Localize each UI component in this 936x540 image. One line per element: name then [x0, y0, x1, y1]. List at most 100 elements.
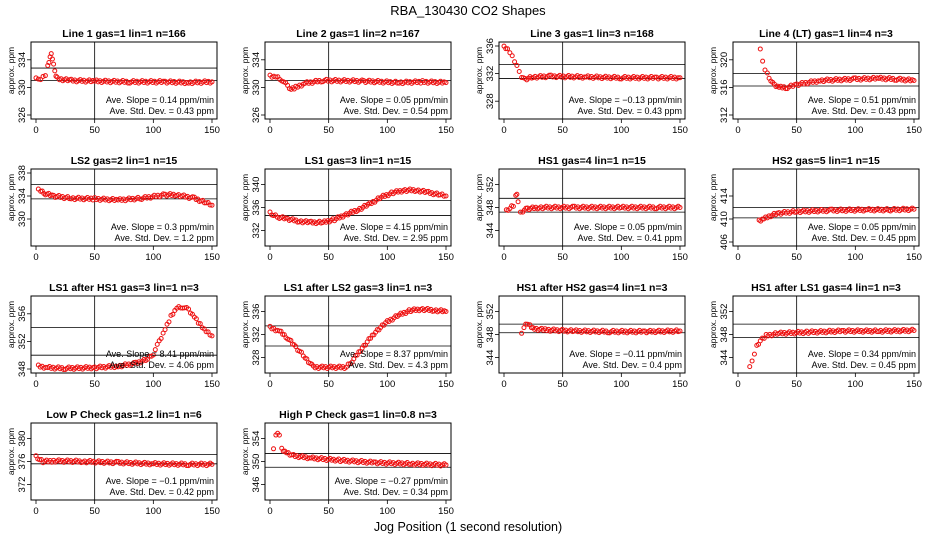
y-tick-label: 334	[251, 52, 262, 68]
data-point	[53, 73, 59, 79]
data-point	[209, 202, 215, 208]
x-tick-label: 50	[557, 252, 568, 263]
data-point	[760, 58, 766, 64]
y-tick-label: 332	[485, 66, 496, 82]
data-point	[517, 209, 523, 215]
y-tick-label: 350	[251, 454, 262, 470]
x-tick-label: 0	[735, 125, 740, 136]
slope-annotation: Ave. Slope = 0.05 ppm/min	[574, 222, 682, 232]
x-tick-label: 0	[735, 252, 740, 263]
y-tick-label: 352	[719, 304, 730, 320]
x-tick-label: 0	[501, 252, 506, 263]
data-series	[757, 46, 917, 92]
x-tick-label: 100	[847, 252, 863, 263]
x-tick-label: 50	[557, 125, 568, 136]
y-tick-label: 326	[17, 107, 28, 123]
stddev-annotation: Ave. Std. Dev. = 0.43 ppm	[812, 106, 916, 116]
chart-panel: Line 1 gas=1 lin=1 n=166 0 50 100 150 326 330 3…	[6, 28, 220, 136]
data-point	[513, 192, 519, 198]
x-tick-label: 100	[613, 379, 629, 390]
chart-panel: High P Check gas=1 lin=0.8 n=3 0 50 100 150 3…	[240, 409, 454, 517]
data-series	[33, 453, 215, 469]
x-axis-label: Jog Position (1 second resolution)	[374, 520, 562, 534]
x-tick-label: 50	[791, 252, 802, 263]
data-point	[150, 352, 156, 358]
x-tick-label: 150	[204, 506, 220, 517]
x-tick-label: 50	[89, 506, 100, 517]
x-tick-label: 50	[323, 506, 334, 517]
x-tick-label: 50	[89, 379, 100, 390]
chart-panel: Line 2 gas=1 lin=2 n=167 0 50 100 150 326 330 3…	[240, 28, 454, 136]
x-tick-label: 150	[438, 252, 454, 263]
data-point	[170, 311, 176, 317]
y-axis-label: approx. ppm	[708, 174, 718, 221]
y-tick-label: 330	[17, 79, 28, 95]
slope-annotation: Ave. Slope = 0.05 ppm/min	[340, 95, 448, 105]
data-point	[38, 77, 44, 83]
data-point	[40, 73, 46, 79]
data-point	[505, 46, 511, 52]
data-point	[345, 361, 351, 367]
data-series	[271, 430, 449, 469]
panel-title: LS1 gas=3 lin=1 n=15	[305, 155, 412, 167]
panel-title: Line 3 gas=1 lin=3 n=168	[530, 28, 654, 40]
slope-annotation: Ave. Slope = 4.15 ppm/min	[340, 222, 448, 232]
slope-annotation: Ave. Slope = −0.11 ppm/min	[569, 349, 682, 359]
slope-annotation: Ave. Slope = 8.41 ppm/min	[106, 349, 214, 359]
x-tick-label: 50	[89, 252, 100, 263]
y-tick-label: 406	[719, 234, 730, 250]
y-axis-label: approx. ppm	[474, 174, 484, 221]
stddev-annotation: Ave. Std. Dev. = 0.54 ppm	[344, 106, 448, 116]
stddev-annotation: Ave. Std. Dev. = 0.45 ppm	[812, 360, 916, 370]
y-tick-label: 348	[485, 200, 496, 216]
y-tick-label: 332	[251, 327, 262, 343]
data-point	[203, 329, 209, 335]
y-tick-label: 316	[719, 79, 730, 95]
data-point	[443, 309, 449, 314]
x-tick-label: 0	[267, 379, 272, 390]
x-tick-label: 100	[847, 125, 863, 136]
stddev-annotation: Ave. Std. Dev. = 1.2 ppm	[115, 233, 214, 243]
y-tick-label: 352	[485, 304, 496, 320]
chart-panel: LS1 after HS1 gas=3 lin=1 n=3 0 50 100 150 34…	[6, 282, 220, 390]
data-point	[152, 347, 158, 353]
data-point	[515, 199, 521, 205]
chart-panel: HS1 gas=4 lin=1 n=15 0 50 100 150 344 348 352ap…	[474, 155, 688, 263]
chart-panel: LS2 gas=2 lin=1 n=15 0 50 100 150 330 334 338ap…	[6, 155, 220, 263]
data-point	[911, 206, 917, 212]
data-point	[209, 333, 215, 339]
data-point	[166, 319, 172, 325]
chart-panel: HS1 after LS1 gas=4 lin=1 n=3 0 50 100 150 34…	[708, 282, 922, 390]
x-tick-label: 100	[379, 125, 395, 136]
data-series	[35, 304, 215, 373]
x-tick-label: 100	[145, 379, 161, 390]
x-tick-label: 0	[267, 506, 272, 517]
y-axis-label: approx. ppm	[6, 301, 16, 348]
data-point	[514, 63, 520, 68]
y-axis-label: approx. ppm	[708, 301, 718, 348]
y-axis-label: approx. ppm	[6, 174, 16, 221]
data-point	[762, 67, 768, 73]
x-tick-label: 100	[379, 252, 395, 263]
x-tick-label: 150	[906, 125, 922, 136]
y-tick-label: 344	[485, 223, 496, 239]
data-point	[193, 316, 199, 322]
y-axis-label: approx. ppm	[240, 47, 250, 94]
y-tick-label: 336	[251, 304, 262, 320]
panel-title: LS2 gas=2 lin=1 n=15	[71, 155, 178, 167]
data-series	[747, 326, 917, 370]
data-point	[911, 78, 917, 83]
panel-title: HS1 after HS2 gas=4 lin=1 n=3	[517, 282, 668, 294]
y-axis-label: approx. ppm	[708, 47, 718, 94]
data-point	[48, 51, 54, 57]
x-tick-label: 100	[379, 379, 395, 390]
data-point	[207, 202, 213, 208]
x-tick-label: 100	[145, 252, 161, 263]
y-tick-label: 328	[485, 93, 496, 109]
y-tick-label: 352	[485, 177, 496, 193]
slope-annotation: Ave. Slope = −0.13 ppm/min	[569, 95, 682, 105]
stddev-annotation: Ave. Std. Dev. = 0.45 ppm	[812, 233, 916, 243]
data-point	[443, 462, 449, 468]
y-tick-label: 340	[251, 177, 262, 193]
data-point	[293, 344, 299, 350]
